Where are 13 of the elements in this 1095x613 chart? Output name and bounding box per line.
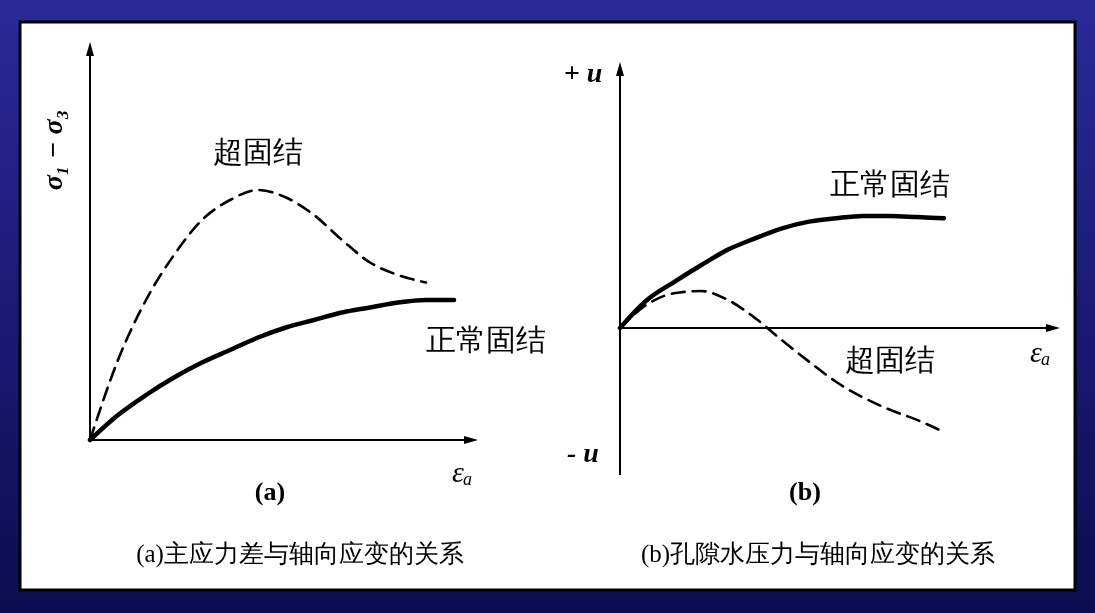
text: - u <box>567 437 599 468</box>
series-label: 正常固结 <box>426 322 546 357</box>
x-axis-title: εₐ <box>452 455 473 488</box>
text: (b)孔隙水压力与轴向应变的关系 <box>640 540 996 568</box>
series-label: 正常固结 <box>830 166 950 201</box>
x-axis-title: εₐ <box>1030 335 1051 368</box>
text: (b) <box>789 477 821 506</box>
y-axis-title: σ₁ − σ₃ <box>37 109 68 191</box>
y-axis-title: + u <box>563 57 603 88</box>
series-label: 超固结 <box>845 341 935 377</box>
series-label: 超固结 <box>213 134 303 169</box>
text: (a)主应力差与轴向应变的关系 <box>136 540 464 568</box>
text: (a) <box>254 477 286 506</box>
